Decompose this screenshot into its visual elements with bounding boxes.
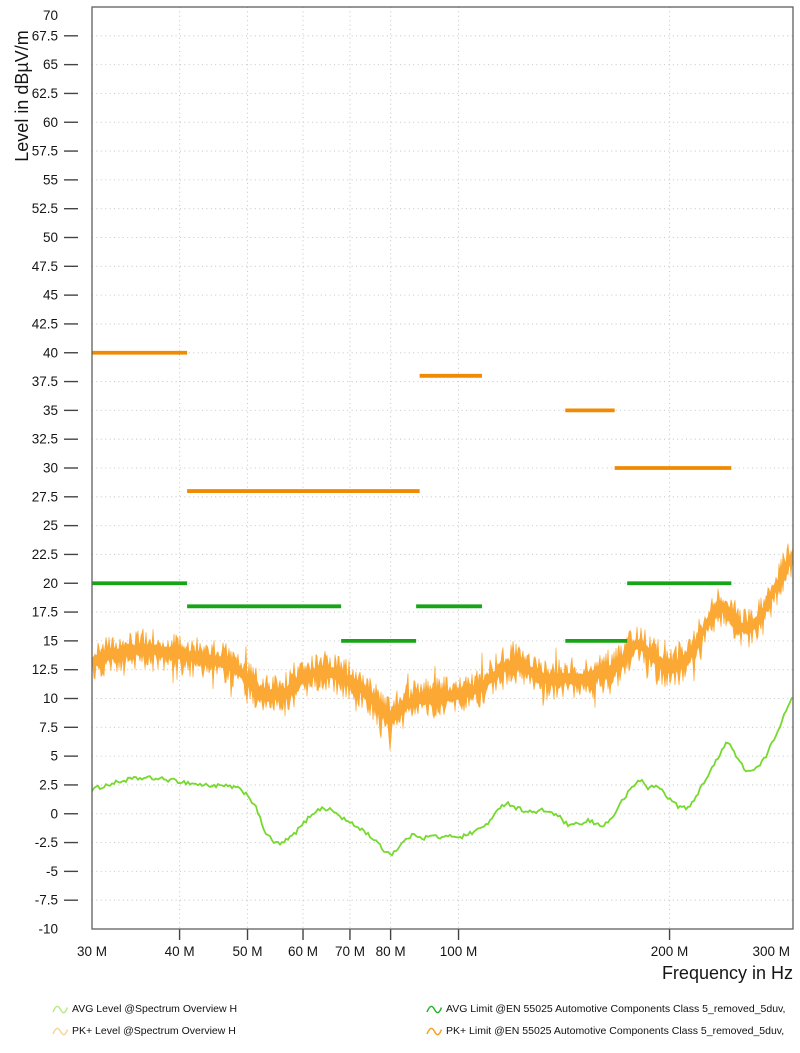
legend-label-avg-level: AVG Level @Spectrum Overview H xyxy=(72,1003,238,1015)
x-tick-label: 70 M xyxy=(335,944,365,959)
y-tick-label: 17.5 xyxy=(32,605,58,620)
x-axis-title: Frequency in Hz xyxy=(661,963,793,983)
y-tick-label: 60 xyxy=(43,115,58,130)
y-tick-label: 15 xyxy=(43,633,58,648)
pk-limit-trace-icon xyxy=(426,1027,442,1035)
x-tick-label: 200 M xyxy=(651,944,689,959)
avg-level-trace xyxy=(91,696,793,857)
avg-limit-line xyxy=(92,581,732,643)
y-tick-label: 67.5 xyxy=(32,28,58,43)
legend-item-pk-limit[interactable]: PK+ Limit @EN 55025 Automotive Component… xyxy=(426,1024,784,1038)
y-tick-label: 70 xyxy=(43,8,58,23)
y-tick-label: 55 xyxy=(43,172,58,187)
y-tick-label: -7.5 xyxy=(35,893,58,908)
y-tick-label: 30 xyxy=(43,461,58,476)
y-tick-label: 5 xyxy=(50,749,58,764)
plot-frame xyxy=(91,6,794,930)
y-axis-title: Level in dBµV/m xyxy=(12,30,32,162)
pk-level-trace-icon xyxy=(52,1027,68,1035)
y-tick-label: 25 xyxy=(43,518,58,533)
legend-item-pk-level[interactable]: PK+ Level @Spectrum Overview H xyxy=(52,1024,236,1038)
legend-label-pk-limit: PK+ Limit @EN 55025 Automotive Component… xyxy=(446,1025,785,1037)
x-grid-and-ticks: 30 M 40 M 50 M 60 M 70 M 80 M 100 M 200 M 300 M xyxy=(77,7,790,959)
y-tick-label: -2.5 xyxy=(35,835,58,850)
y-tick-label: 2.5 xyxy=(39,777,58,792)
y-tick-label: 10 xyxy=(43,691,58,706)
y-tick-label: 27.5 xyxy=(32,489,58,504)
y-tick-label: 50 xyxy=(43,230,58,245)
legend-item-avg-level[interactable]: AVG Level @Spectrum Overview H xyxy=(52,1002,237,1016)
y-tick-label: 65 xyxy=(43,57,58,72)
y-tick-label: -5 xyxy=(46,864,58,879)
x-tick-label: 100 M xyxy=(440,944,478,959)
legend-label-pk-level: PK+ Level @Spectrum Overview H xyxy=(72,1025,236,1037)
y-tick-label: 52.5 xyxy=(32,201,58,216)
y-tick-label: 47.5 xyxy=(32,259,58,274)
x-tick-label: 40 M xyxy=(165,944,195,959)
y-grid-and-ticks: 7067.56562.56057.55552.55047.54542.54037… xyxy=(32,8,793,937)
pk-limit-line xyxy=(92,350,732,493)
y-tick-label: 32.5 xyxy=(32,432,58,447)
x-tick-label: 60 M xyxy=(288,944,318,959)
y-tick-label: 12.5 xyxy=(32,662,58,677)
x-tick-label: 50 M xyxy=(233,944,263,959)
y-tick-label: 57.5 xyxy=(32,144,58,159)
y-tick-label: 62.5 xyxy=(32,86,58,101)
y-tick-label: 0 xyxy=(50,806,58,821)
x-tick-label: 300 M xyxy=(752,944,790,959)
pk-level-trace xyxy=(91,543,794,751)
x-tick-label: 30 M xyxy=(77,944,107,959)
y-tick-label: 35 xyxy=(43,403,58,418)
avg-level-trace-icon xyxy=(52,1005,68,1013)
y-tick-label: 7.5 xyxy=(39,720,58,735)
avg-limit-trace-icon xyxy=(426,1005,442,1013)
y-tick-label: 42.5 xyxy=(32,316,58,331)
y-tick-label: 45 xyxy=(43,288,58,303)
x-tick-label: 80 M xyxy=(376,944,406,959)
y-tick-label: 40 xyxy=(43,345,58,360)
y-tick-label: 37.5 xyxy=(32,374,58,389)
y-tick-label: -10 xyxy=(38,922,58,937)
legend-label-avg-limit: AVG Limit @EN 55025 Automotive Component… xyxy=(446,1003,786,1015)
legend-item-avg-limit[interactable]: AVG Limit @EN 55025 Automotive Component… xyxy=(426,1002,785,1016)
y-tick-label: 20 xyxy=(43,576,58,591)
y-tick-label: 22.5 xyxy=(32,547,58,562)
